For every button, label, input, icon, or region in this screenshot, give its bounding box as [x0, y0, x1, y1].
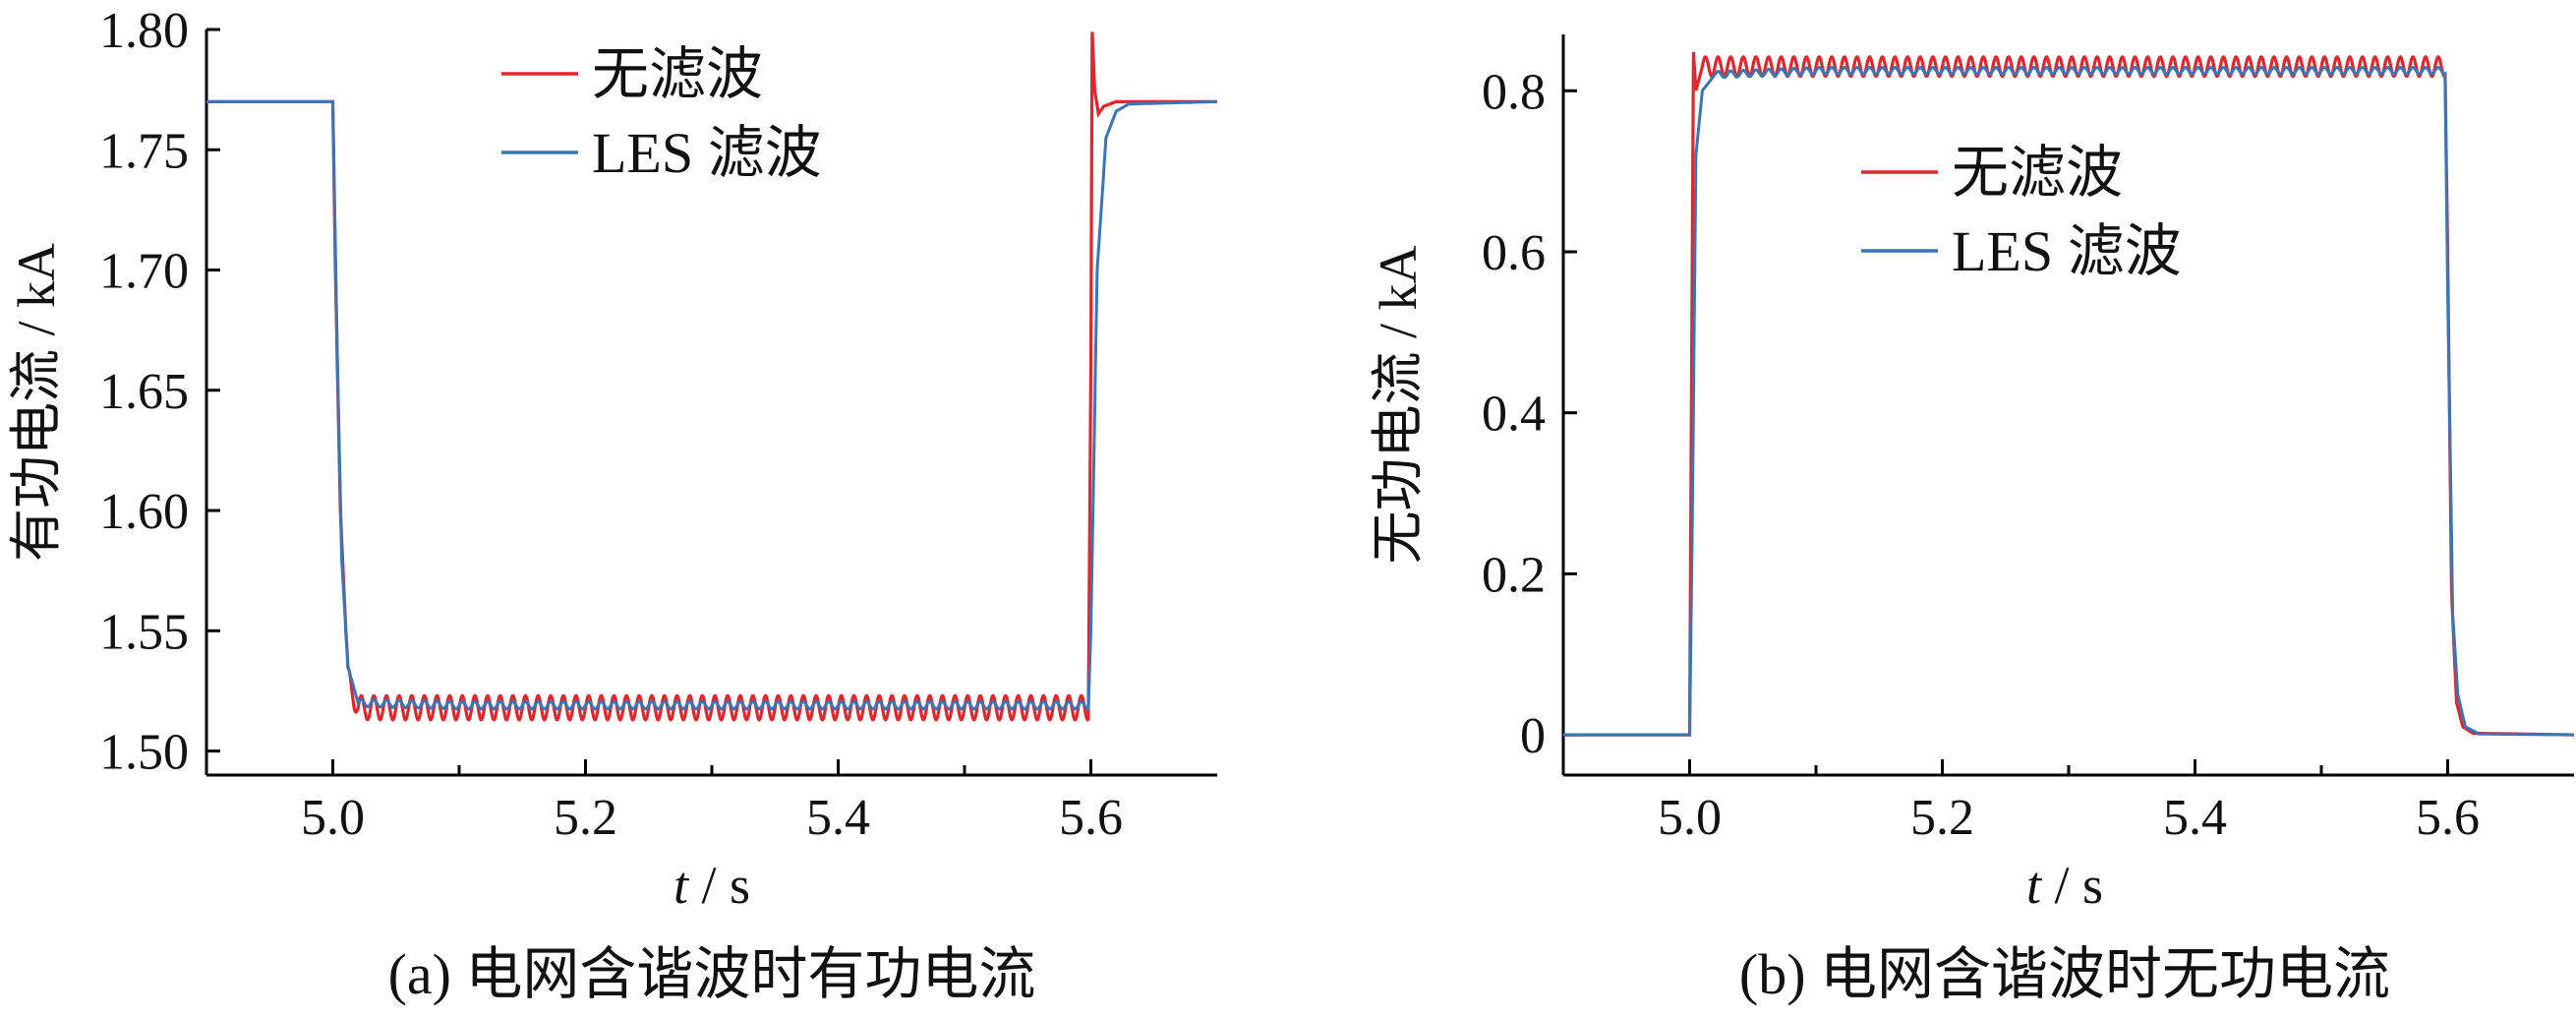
y-tick-label: 0.8	[1482, 64, 1546, 120]
figure-caption: (b) 电网含谐波时无功电流	[1739, 942, 2390, 1006]
y-tick-label: 0	[1520, 708, 1546, 764]
x-tick-label: 5.2	[554, 790, 617, 846]
y-tick-label: 0.2	[1482, 547, 1546, 603]
x-tick-label: 5.0	[1658, 790, 1722, 846]
series-line-les-filter	[206, 99, 1217, 711]
x-tick-label: 5.2	[1910, 790, 1974, 846]
x-axis-label-symbol: t	[2026, 856, 2043, 915]
y-tick-label: 1.75	[99, 123, 189, 179]
x-tick-label: 5.6	[1059, 790, 1123, 846]
y-axis-label: 有功电流 / kA	[7, 243, 66, 562]
y-tick-label: 1.50	[99, 725, 189, 781]
y-tick-label: 1.65	[99, 364, 189, 420]
legend-label: LES 滤波	[1952, 219, 2182, 283]
x-axis-label-unit: / s	[688, 856, 750, 915]
y-tick-label: 1.70	[99, 244, 189, 300]
y-axis-label: 无功电流 / kA	[1369, 245, 1428, 564]
x-tick-label: 5.0	[301, 790, 365, 846]
x-tick-label: 5.6	[2416, 790, 2480, 846]
x-axis-label-unit: / s	[2041, 856, 2103, 915]
x-tick-label: 5.4	[806, 790, 870, 846]
chart-panel-b: 0 0.2 0.4 0.6 0.8 5.0 5.2 5.4 5.6 无滤波 LES 滤波 t / s 无…	[1369, 34, 2574, 1006]
y-tick-label: 0.4	[1482, 387, 1546, 443]
legend-label: LES 滤波	[592, 121, 822, 185]
y-tick-label: 1.60	[99, 484, 189, 540]
x-axis-label: t / s	[2026, 856, 2103, 915]
x-axis-label-symbol: t	[673, 856, 690, 915]
x-tick-label: 5.4	[2163, 790, 2227, 846]
y-tick-label: 0.6	[1482, 225, 1546, 281]
figure-caption: (a) 电网含谐波时有功电流	[388, 942, 1036, 1006]
chart-panel-a: 1.50 1.55 1.60 1.65 1.70 1.75 1.80 5.0 5.2 5.4 5.6…	[7, 3, 1217, 1006]
series-line-les-filter	[1563, 66, 2574, 737]
legend-label: 无滤波	[1952, 141, 2123, 205]
x-axis-label: t / s	[673, 856, 750, 915]
y-tick-label: 1.80	[99, 3, 189, 59]
legend-label: 无滤波	[592, 42, 763, 106]
y-tick-label: 1.55	[99, 604, 189, 660]
